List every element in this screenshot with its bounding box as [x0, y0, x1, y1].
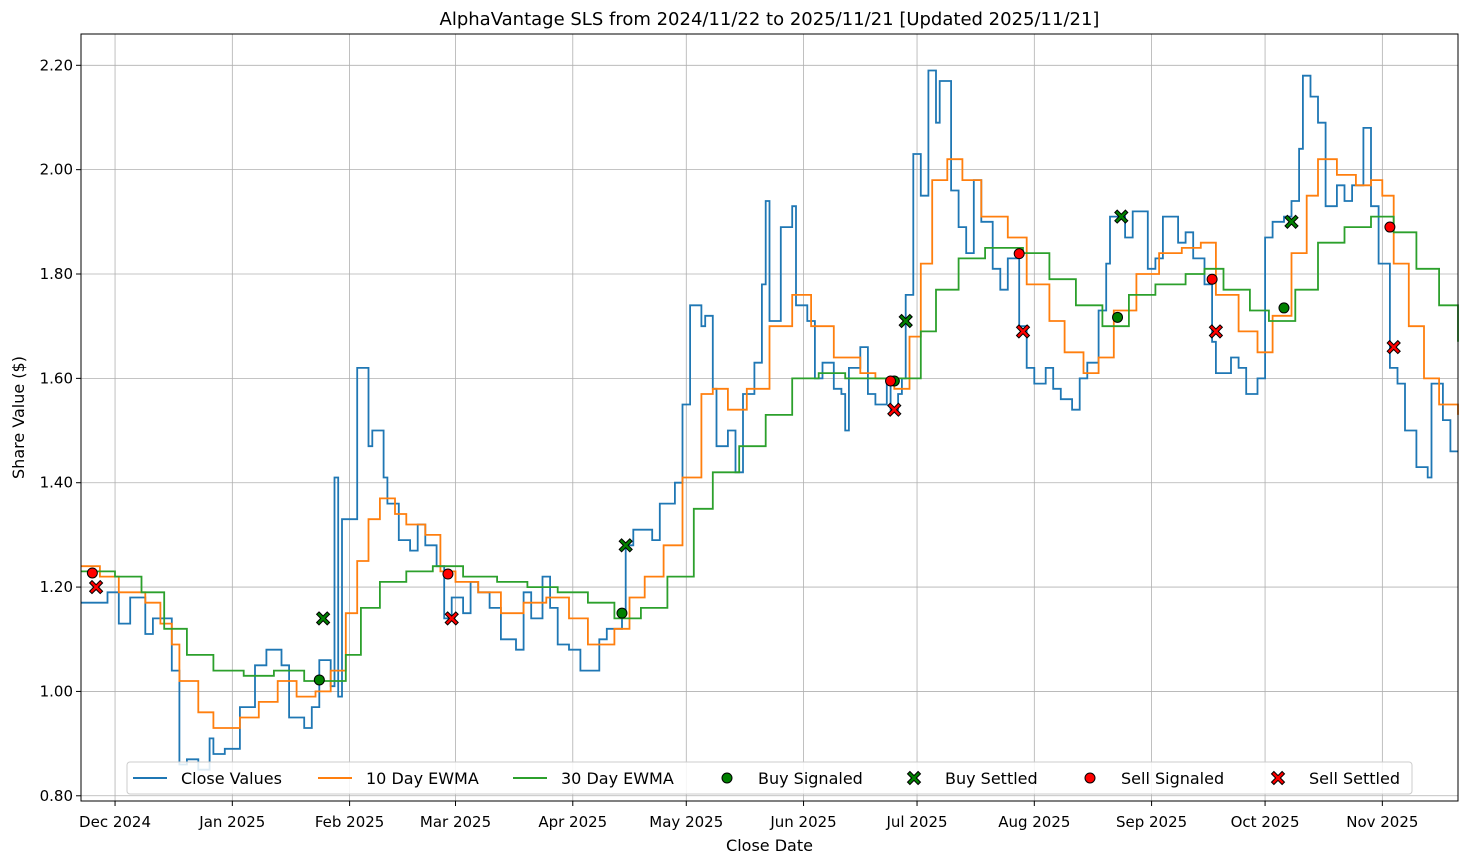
y-tick-label: 1.40 — [40, 474, 73, 492]
y-tick-label: 1.20 — [40, 578, 73, 596]
sell-settled-marker — [88, 579, 104, 595]
sell-settled-marker — [444, 611, 459, 626]
legend-label: Sell Settled — [1309, 769, 1400, 788]
sell-signaled-marker — [885, 375, 897, 387]
series-lines — [81, 69, 1459, 771]
legend-swatch — [1270, 770, 1286, 786]
x-tick-label: Apr 2025 — [538, 813, 607, 831]
legend-label: Buy Settled — [945, 769, 1038, 788]
legend: Close Values 10 Day EWMA 30 Day EWMA Buy Si… — [126, 761, 1413, 795]
sell-signaled-marker — [1013, 248, 1025, 260]
buy-settled-marker — [315, 611, 331, 626]
y-tick-label: 0.80 — [40, 787, 73, 805]
y-tick-label: 2.20 — [40, 56, 73, 74]
legend-entry: Buy Settled — [906, 769, 1038, 788]
x-tick-label: Aug 2025 — [998, 813, 1070, 831]
x-tick-label: Jun 2025 — [769, 813, 836, 831]
legend-label: 30 Day EWMA — [561, 769, 674, 788]
y-tick-label: 1.80 — [40, 265, 73, 283]
series-line-1 — [81, 69, 1458, 771]
signal-markers — [86, 209, 1401, 686]
legend-label: 10 Day EWMA — [366, 769, 479, 788]
y-tick-label: 1.00 — [40, 682, 73, 700]
buy-signaled-marker — [1112, 311, 1124, 323]
series-line-2 — [81, 158, 1459, 729]
sell-settled-marker — [1386, 339, 1401, 355]
legend-label: Buy Signaled — [758, 769, 863, 788]
x-tick-label: Jul 2025 — [886, 813, 948, 831]
series-line-3 — [81, 215, 1459, 682]
y-axis-ticks: 0.80 1.00 1.20 1.40 1.60 1.80 2.00 2.20 — [40, 56, 81, 805]
legend-entry: Sell Settled — [1270, 769, 1400, 788]
buy-signaled-marker — [1278, 302, 1290, 314]
y-axis-label: Share Value ($) — [9, 356, 28, 479]
sell-signaled-marker — [86, 567, 98, 579]
legend-label: Close Values — [181, 769, 282, 788]
legend-swatch — [906, 770, 922, 786]
x-tick-label: Feb 2025 — [315, 813, 385, 831]
chart-title: AlphaVantage SLS from 2024/11/22 to 2025… — [440, 9, 1100, 30]
legend-entry: Sell Signaled — [1084, 769, 1224, 788]
buy-settled-marker — [1114, 209, 1129, 224]
legend-entry: Close Values — [133, 769, 282, 788]
buy-signaled-marker — [313, 674, 325, 686]
y-tick-label: 1.60 — [40, 369, 73, 387]
grid — [81, 34, 1458, 801]
sell-settled-marker — [887, 402, 902, 417]
x-tick-label: Dec 2024 — [79, 813, 151, 831]
x-tick-label: Sep 2025 — [1116, 813, 1187, 831]
buy-settled-marker — [618, 538, 633, 553]
x-tick-label: Oct 2025 — [1231, 813, 1300, 831]
sell-signaled-marker — [442, 568, 454, 580]
buy-settled-marker — [1284, 214, 1299, 230]
legend-entry: Buy Signaled — [721, 769, 863, 788]
legend-entry: 30 Day EWMA — [513, 769, 674, 788]
y-tick-label: 2.00 — [40, 161, 73, 179]
legend-entry: 10 Day EWMA — [318, 769, 479, 788]
sell-settled-marker — [1208, 324, 1224, 339]
plot-frame — [80, 33, 1459, 802]
x-tick-label: Jan 2025 — [198, 813, 265, 831]
buy-settled-marker — [898, 313, 913, 329]
legend-swatch — [1084, 772, 1096, 784]
sell-signaled-marker — [1384, 221, 1396, 233]
legend-box — [126, 761, 1413, 795]
sell-settled-marker — [1015, 324, 1031, 339]
x-axis-ticks: Dec 2024 Jan 2025 Feb 2025 Mar 2025 Apr 2025… — [79, 801, 1418, 831]
legend-label: Sell Signaled — [1121, 769, 1224, 788]
sell-signaled-marker — [1206, 273, 1218, 285]
buy-signaled-marker — [616, 607, 628, 619]
x-tick-label: Nov 2025 — [1346, 813, 1418, 831]
x-tick-label: Mar 2025 — [420, 813, 491, 831]
legend-swatch — [721, 772, 733, 784]
x-tick-label: May 2025 — [649, 813, 723, 831]
x-axis-label: Close Date — [726, 836, 813, 855]
